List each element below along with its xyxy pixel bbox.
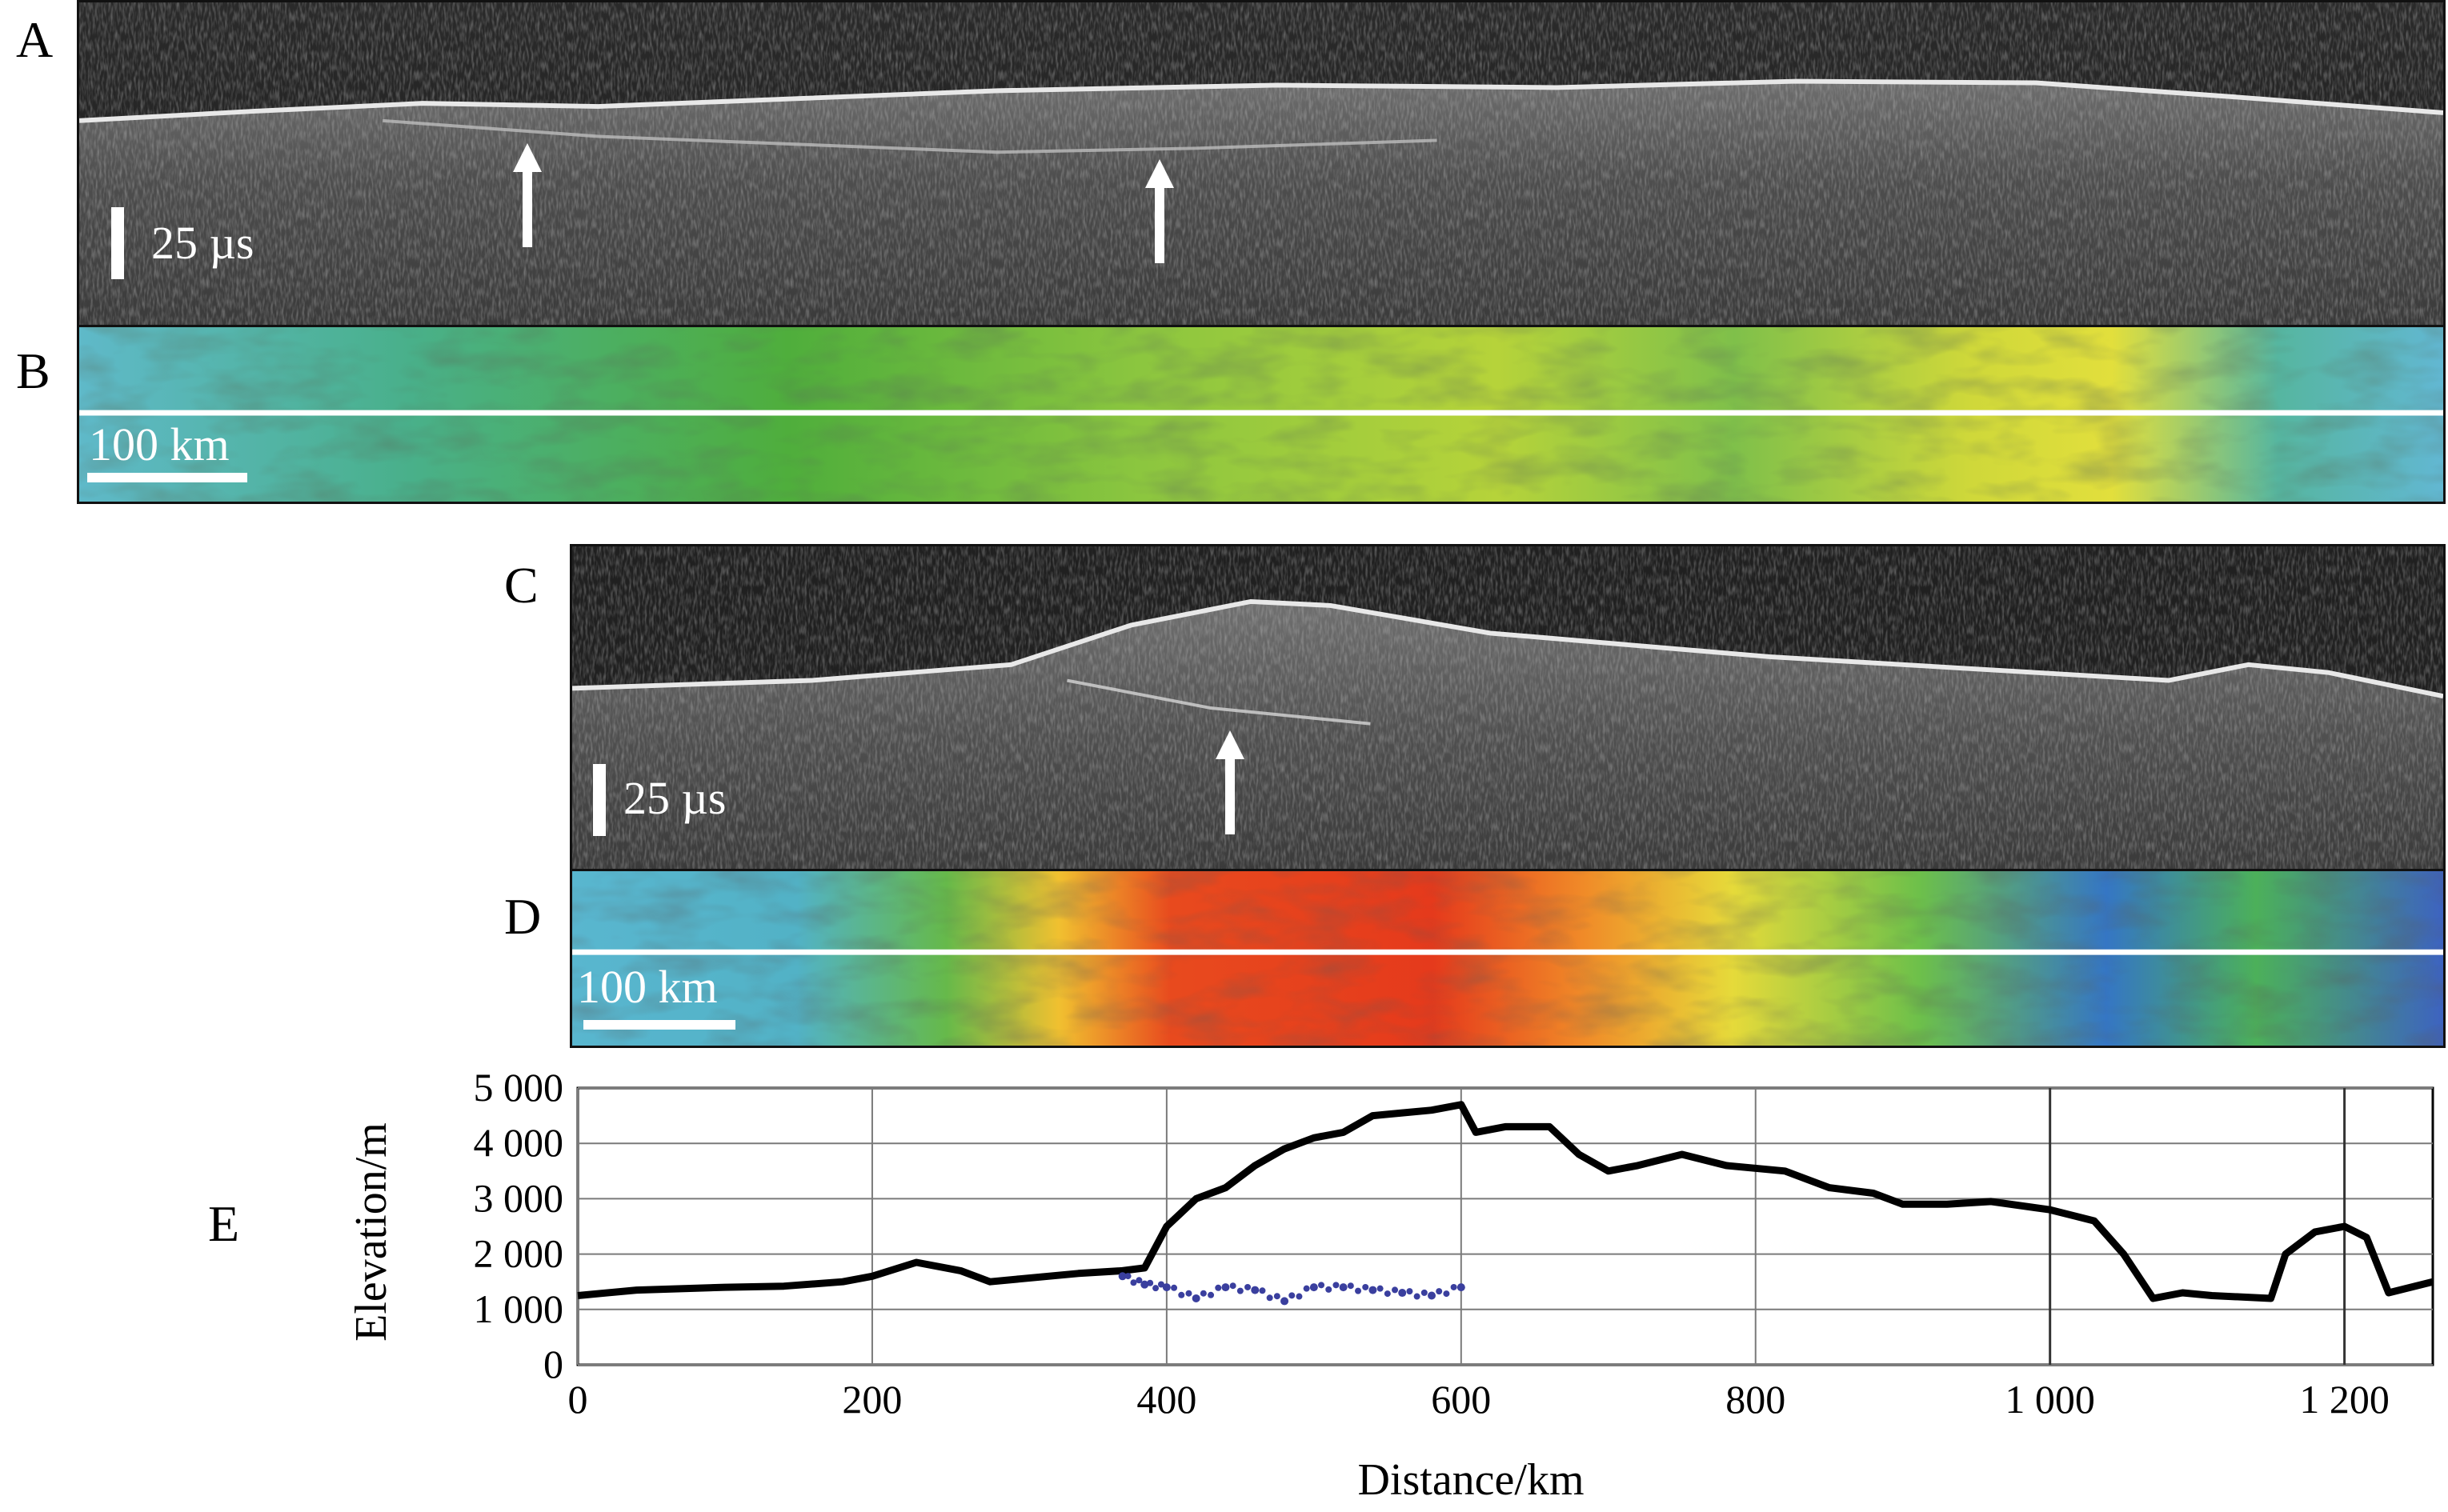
depth-point bbox=[1443, 1290, 1450, 1298]
depth-point bbox=[1259, 1287, 1266, 1294]
depth-point bbox=[1118, 1272, 1127, 1281]
depth-point bbox=[1192, 1294, 1200, 1302]
topography-map-b: 100 km bbox=[77, 325, 2446, 504]
x-tick-label: 400 bbox=[1136, 1377, 1196, 1422]
depth-point bbox=[1450, 1283, 1457, 1290]
y-tick-label: 3 000 bbox=[474, 1175, 564, 1220]
x-axis-label: Distance/km bbox=[1357, 1455, 1584, 1505]
x-tick-label: 800 bbox=[1725, 1377, 1785, 1422]
chart-series bbox=[577, 1101, 2434, 1306]
radargram-image-c bbox=[572, 546, 2443, 870]
depth-point bbox=[1420, 1289, 1428, 1296]
depth-point bbox=[1325, 1286, 1332, 1293]
depth-point bbox=[1171, 1284, 1178, 1291]
topography-image-b bbox=[79, 327, 2443, 502]
y-tick-label: 0 bbox=[543, 1342, 563, 1386]
depth-point bbox=[1162, 1283, 1171, 1292]
depth-point bbox=[1309, 1283, 1318, 1292]
distance-scalebar-b bbox=[87, 473, 247, 482]
elevation-line bbox=[577, 1101, 2434, 1302]
topography-image-d bbox=[572, 871, 2443, 1046]
depth-point bbox=[1355, 1287, 1362, 1294]
depth-point bbox=[1406, 1288, 1413, 1295]
topography-map-d: 100 km bbox=[570, 869, 2446, 1048]
x-tick-label: 0 bbox=[568, 1377, 588, 1422]
time-scale-label-c: 25 µs bbox=[623, 772, 727, 824]
depth-point bbox=[1152, 1285, 1160, 1292]
depth-point bbox=[1339, 1283, 1348, 1292]
depth-point bbox=[1229, 1282, 1236, 1290]
depth-point bbox=[1398, 1289, 1407, 1298]
depth-point bbox=[1178, 1291, 1185, 1298]
y-axis-label: Elevation/m bbox=[347, 1122, 396, 1342]
depth-point bbox=[1376, 1285, 1384, 1292]
y-tick-label: 1 000 bbox=[474, 1286, 564, 1331]
depth-point bbox=[1266, 1294, 1273, 1302]
depth-point bbox=[1208, 1291, 1215, 1298]
depth-point bbox=[1413, 1293, 1420, 1300]
depth-point bbox=[1140, 1280, 1149, 1289]
depth-point bbox=[1392, 1286, 1399, 1294]
depth-point bbox=[1347, 1282, 1354, 1290]
depth-point bbox=[1428, 1291, 1436, 1300]
depth-point bbox=[1384, 1290, 1391, 1298]
radargram-panel-c: 25 µs bbox=[570, 544, 2446, 872]
depth-point bbox=[1436, 1288, 1443, 1295]
depth-point bbox=[1236, 1287, 1244, 1294]
depth-point bbox=[1362, 1283, 1369, 1290]
time-scale-label-a: 25 µs bbox=[151, 217, 254, 269]
depth-point bbox=[1332, 1282, 1340, 1289]
depth-point bbox=[1124, 1273, 1132, 1280]
x-tick-label: 200 bbox=[842, 1377, 902, 1422]
x-tick-label: 1 200 bbox=[2299, 1377, 2390, 1422]
depth-point bbox=[1303, 1285, 1310, 1292]
time-scalebar-c bbox=[593, 764, 606, 836]
distance-scalebar-d bbox=[583, 1020, 735, 1030]
y-tick-label: 2 000 bbox=[474, 1231, 564, 1276]
depth-point bbox=[1318, 1282, 1325, 1289]
distance-scale-label-d: 100 km bbox=[577, 961, 718, 1013]
depth-point bbox=[1288, 1292, 1296, 1299]
depth-point bbox=[1280, 1297, 1289, 1306]
y-tick-label: 4 000 bbox=[474, 1120, 564, 1165]
panel-letter-b: B bbox=[16, 342, 50, 399]
arrow-icon bbox=[1216, 730, 1244, 834]
arrow-icon bbox=[513, 143, 542, 247]
panel-letter-c: C bbox=[504, 557, 539, 614]
depth-point bbox=[1296, 1293, 1303, 1300]
depth-point bbox=[1130, 1279, 1137, 1286]
depth-point bbox=[1251, 1286, 1260, 1294]
depth-point bbox=[1136, 1277, 1143, 1284]
depth-point bbox=[1185, 1290, 1192, 1297]
depth-point bbox=[1221, 1283, 1230, 1292]
x-tick-label: 600 bbox=[1431, 1377, 1491, 1422]
arrow-icon bbox=[1145, 159, 1174, 263]
x-tick-label: 1 000 bbox=[2005, 1377, 2095, 1422]
panel-letter-a: A bbox=[16, 11, 54, 68]
depth-point bbox=[1273, 1293, 1280, 1300]
depth-point bbox=[1244, 1283, 1252, 1290]
depth-point bbox=[1157, 1281, 1164, 1288]
radargram-panel-a: 25 µs bbox=[77, 0, 2446, 328]
y-tick-label: 5 000 bbox=[474, 1065, 564, 1110]
panel-letter-d: D bbox=[504, 888, 542, 945]
radargram-image-a bbox=[79, 2, 2443, 326]
depth-point bbox=[1456, 1283, 1465, 1292]
distance-scale-label-b: 100 km bbox=[89, 418, 230, 470]
depth-point bbox=[1200, 1290, 1207, 1297]
chart-ticks: 0 1 000 2 000 3 000 4 000 5 000 0 200 400 600 800 1… bbox=[474, 1065, 2390, 1422]
time-scalebar-a bbox=[111, 207, 124, 279]
depth-point bbox=[1368, 1286, 1377, 1294]
depth-point bbox=[1147, 1279, 1154, 1286]
panel-letter-e: E bbox=[208, 1195, 240, 1252]
depth-point bbox=[1215, 1284, 1222, 1291]
